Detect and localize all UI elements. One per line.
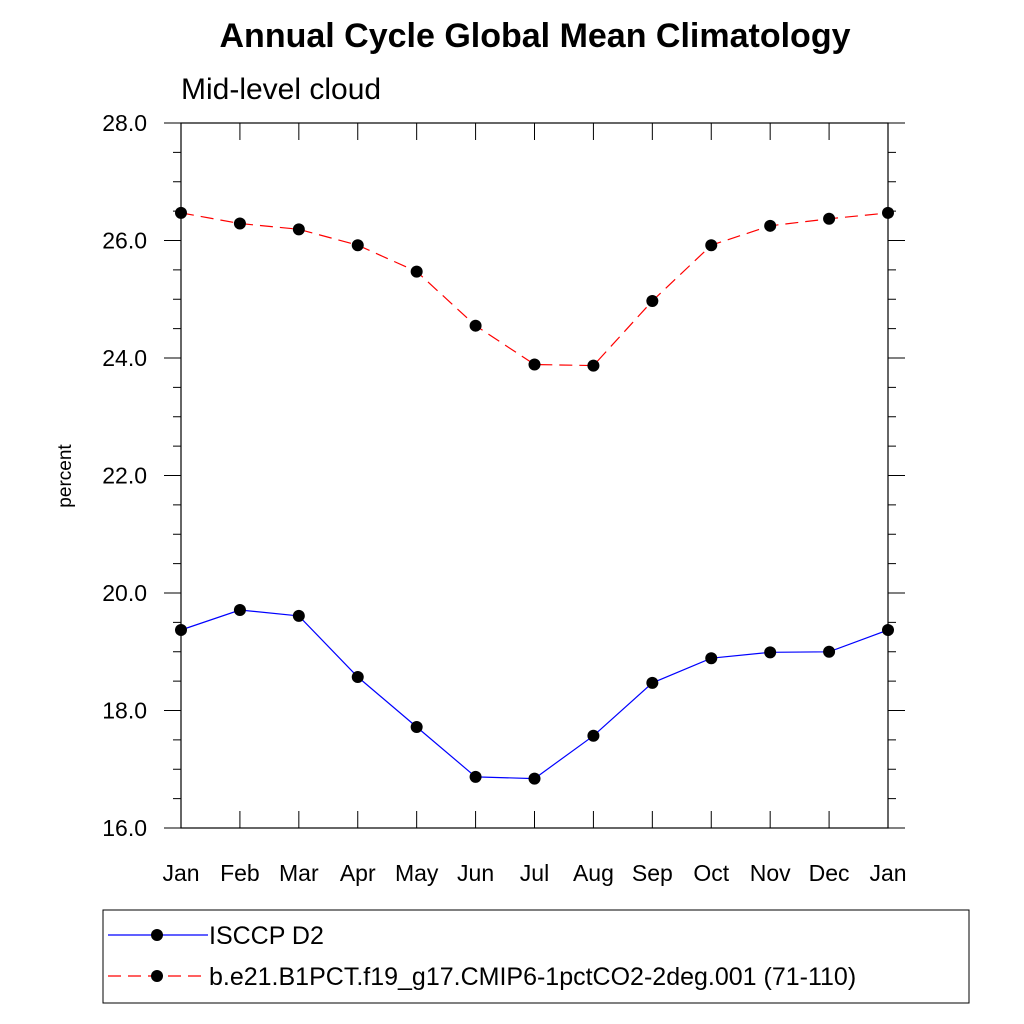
- x-tick-label: Nov: [750, 860, 791, 886]
- data-point: [764, 219, 777, 232]
- x-axis-ticks: [180, 123, 889, 828]
- series-line: [180, 609, 889, 780]
- x-tick-label: Sep: [632, 860, 673, 886]
- data-point: [528, 772, 541, 785]
- data-point: [705, 239, 718, 252]
- data-point: [351, 239, 364, 252]
- x-axis-tick-labels: Jan Feb Mar Apr May Jun Jul Aug Sep Oct Nov Dec Jan: [162, 860, 906, 886]
- data-point: [175, 206, 187, 219]
- plot-frame: [180, 122, 889, 829]
- data-point: [823, 645, 836, 658]
- series-2: [175, 206, 894, 372]
- legend-label: b.e21.B1PCT.f19_g17.CMIP6-1pctCO2-2deg.0…: [209, 963, 856, 991]
- legend: ISCCP D2 b.e21.B1PCT.f19_g17.CMIP6-1pctCO…: [108, 922, 856, 991]
- y-axis-ticks: [164, 122, 905, 829]
- y-tick-label: 26.0: [102, 228, 147, 254]
- x-tick-label: Oct: [693, 860, 729, 886]
- y-tick-label: 16.0: [102, 815, 147, 841]
- x-tick-label: Mar: [279, 860, 319, 886]
- x-tick-label: Dec: [809, 860, 850, 886]
- chart-title: Annual Cycle Global Mean Climatology: [220, 17, 851, 55]
- y-axis-label: percent: [55, 444, 76, 508]
- x-tick-label: Aug: [573, 860, 614, 886]
- y-tick-label: 22.0: [102, 463, 147, 489]
- x-tick-label: Feb: [220, 860, 260, 886]
- series-layer: [175, 206, 894, 785]
- data-point: [528, 358, 541, 371]
- x-tick-label: Jan: [869, 860, 906, 886]
- data-point: [233, 217, 246, 230]
- y-axis-tick-labels: 16.0 18.0 20.0 22.0 24.0 26.0 28.0: [102, 110, 147, 841]
- legend-entry: b.e21.B1PCT.f19_g17.CMIP6-1pctCO2-2deg.0…: [108, 963, 856, 991]
- data-point: [646, 676, 659, 689]
- series-line: [180, 212, 889, 367]
- data-point: [292, 609, 305, 622]
- series-1: [175, 604, 894, 785]
- data-point: [292, 223, 305, 236]
- data-point: [882, 624, 894, 637]
- y-tick-label: 18.0: [102, 698, 147, 724]
- legend-entry: ISCCP D2: [108, 922, 324, 950]
- data-point: [410, 265, 423, 278]
- data-point: [705, 652, 718, 665]
- x-tick-label: Jun: [457, 860, 494, 886]
- x-tick-label: Apr: [340, 860, 376, 886]
- data-point: [233, 604, 246, 617]
- legend-box: [102, 909, 970, 1004]
- data-point: [175, 624, 187, 637]
- data-point: [410, 720, 423, 733]
- y-tick-label: 24.0: [102, 345, 147, 371]
- x-tick-label: Jan: [162, 860, 199, 886]
- x-tick-label: May: [395, 860, 439, 886]
- data-point: [764, 646, 777, 659]
- data-point: [469, 319, 482, 332]
- x-tick-label: Jul: [520, 860, 549, 886]
- legend-label: ISCCP D2: [209, 922, 324, 950]
- data-point: [882, 206, 894, 219]
- data-point: [469, 770, 482, 783]
- data-point: [823, 212, 836, 225]
- y-tick-label: 28.0: [102, 110, 147, 136]
- legend-marker: [151, 970, 163, 982]
- data-point: [646, 295, 659, 308]
- legend-marker: [151, 929, 163, 941]
- chart-subtitle: Mid-level cloud: [181, 73, 381, 106]
- data-point: [351, 671, 364, 684]
- data-point: [587, 729, 600, 742]
- data-point: [587, 359, 600, 372]
- y-tick-label: 20.0: [102, 580, 147, 606]
